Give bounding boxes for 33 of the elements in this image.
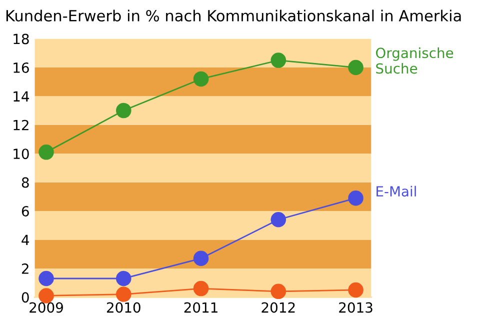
x-tick-label: 2009 bbox=[30, 302, 63, 313]
point bbox=[193, 280, 209, 296]
point bbox=[348, 190, 364, 206]
y-tick-label: 12 bbox=[14, 120, 28, 130]
point bbox=[116, 286, 132, 302]
x-tick-label: 2011 bbox=[184, 302, 218, 313]
point bbox=[38, 270, 54, 286]
point bbox=[270, 284, 286, 300]
x-tick-label: 2012 bbox=[262, 302, 295, 313]
y-tick-label: 16 bbox=[14, 62, 29, 73]
point bbox=[270, 212, 286, 228]
x-tick-label: 2013 bbox=[339, 302, 372, 313]
y-tick-label: 4 bbox=[22, 234, 30, 246]
chart-title: Kunden-Erwerb in % nach Kommunikationskanal in Amerkia bbox=[6, 10, 461, 22]
y-tick-label: 10 bbox=[14, 148, 29, 160]
series-label: Organische Suche bbox=[376, 47, 454, 74]
series-label: E-Mail bbox=[376, 186, 416, 197]
point bbox=[348, 60, 364, 76]
point bbox=[38, 288, 54, 304]
y-tick-label: 8 bbox=[22, 177, 29, 188]
point bbox=[193, 250, 209, 266]
y-tick-label: 18 bbox=[14, 34, 29, 44]
y-tick-label: 6 bbox=[22, 206, 29, 216]
point bbox=[193, 71, 209, 87]
y-tick-label: 14 bbox=[14, 91, 30, 102]
point bbox=[348, 282, 364, 298]
point bbox=[116, 102, 132, 118]
y-tick-label: 2 bbox=[22, 263, 28, 274]
point bbox=[270, 52, 286, 68]
point bbox=[116, 270, 132, 286]
point bbox=[38, 144, 54, 160]
y-tick-label: 0 bbox=[22, 292, 29, 303]
x-tick-label: 2010 bbox=[106, 302, 140, 313]
